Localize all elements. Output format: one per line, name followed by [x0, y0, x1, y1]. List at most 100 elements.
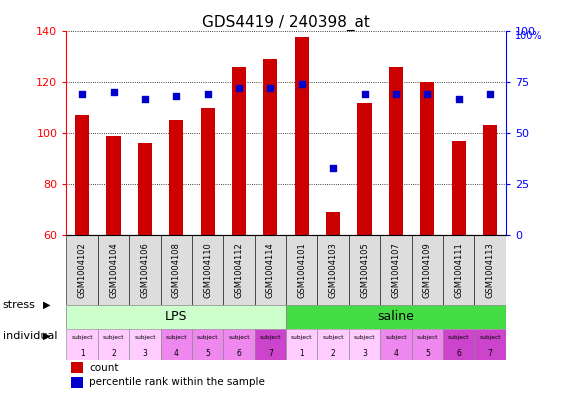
- Bar: [412, 329, 443, 360]
- Text: 5: 5: [425, 349, 430, 358]
- Bar: [66, 305, 286, 329]
- Text: GSM1004101: GSM1004101: [297, 242, 306, 298]
- Text: subject: subject: [197, 335, 218, 340]
- Text: 1: 1: [299, 349, 304, 358]
- Bar: [66, 235, 98, 305]
- Bar: [129, 235, 161, 305]
- Bar: [255, 235, 286, 305]
- Text: GSM1004109: GSM1004109: [423, 242, 432, 298]
- Bar: [129, 329, 161, 360]
- Bar: [420, 82, 435, 235]
- Text: GSM1004104: GSM1004104: [109, 242, 118, 298]
- Text: subject: subject: [165, 335, 187, 340]
- Point: [77, 91, 87, 97]
- Bar: [286, 305, 506, 329]
- Text: count: count: [90, 363, 119, 373]
- Text: 7: 7: [268, 349, 273, 358]
- Bar: [71, 362, 83, 373]
- Point: [203, 91, 212, 97]
- Text: GSM1004106: GSM1004106: [140, 242, 149, 298]
- Text: percentile rank within the sample: percentile rank within the sample: [90, 377, 265, 387]
- Point: [140, 95, 150, 102]
- Text: GSM1004107: GSM1004107: [391, 242, 401, 298]
- Bar: [483, 125, 497, 235]
- Bar: [98, 235, 129, 305]
- Text: GSM1004103: GSM1004103: [329, 242, 338, 298]
- Bar: [443, 235, 475, 305]
- Text: subject: subject: [448, 335, 469, 340]
- Text: 3: 3: [142, 349, 147, 358]
- Text: 7: 7: [488, 349, 492, 358]
- Bar: [75, 115, 89, 235]
- Text: subject: subject: [103, 335, 124, 340]
- Bar: [66, 329, 98, 360]
- Bar: [169, 120, 183, 235]
- Point: [454, 95, 464, 102]
- Text: subject: subject: [228, 335, 250, 340]
- Text: subject: subject: [354, 335, 375, 340]
- Bar: [443, 329, 475, 360]
- Text: subject: subject: [291, 335, 313, 340]
- Bar: [380, 235, 412, 305]
- Text: 1: 1: [80, 349, 84, 358]
- Bar: [380, 329, 412, 360]
- Point: [391, 91, 401, 97]
- Text: GSM1004110: GSM1004110: [203, 242, 212, 298]
- Text: 5: 5: [205, 349, 210, 358]
- Bar: [232, 67, 246, 235]
- Text: ▶: ▶: [43, 331, 51, 341]
- Bar: [389, 67, 403, 235]
- Text: 100%: 100%: [514, 31, 542, 41]
- Title: GDS4419 / 240398_at: GDS4419 / 240398_at: [202, 15, 370, 31]
- Bar: [161, 329, 192, 360]
- Text: 6: 6: [236, 349, 242, 358]
- Bar: [295, 37, 309, 235]
- Bar: [317, 329, 349, 360]
- Text: subject: subject: [134, 335, 155, 340]
- Text: GSM1004113: GSM1004113: [486, 242, 495, 298]
- Text: individual: individual: [3, 331, 57, 341]
- Point: [172, 94, 181, 100]
- Text: GSM1004114: GSM1004114: [266, 242, 275, 298]
- Text: subject: subject: [323, 335, 344, 340]
- Text: 4: 4: [174, 349, 179, 358]
- Point: [297, 81, 306, 87]
- Text: subject: subject: [417, 335, 438, 340]
- Point: [109, 89, 118, 95]
- Bar: [349, 235, 380, 305]
- Text: GSM1004108: GSM1004108: [172, 242, 181, 298]
- Text: subject: subject: [479, 335, 501, 340]
- Bar: [223, 235, 255, 305]
- Bar: [98, 329, 129, 360]
- Text: GSM1004112: GSM1004112: [235, 242, 243, 298]
- Bar: [138, 143, 152, 235]
- Text: 3: 3: [362, 349, 367, 358]
- Bar: [223, 329, 255, 360]
- Text: subject: subject: [72, 335, 93, 340]
- Bar: [286, 235, 317, 305]
- Bar: [255, 329, 286, 360]
- Text: GSM1004105: GSM1004105: [360, 242, 369, 298]
- Text: 2: 2: [331, 349, 336, 358]
- Text: ▶: ▶: [43, 299, 51, 310]
- Text: saline: saline: [377, 310, 414, 323]
- Bar: [201, 108, 214, 235]
- Point: [328, 165, 338, 171]
- Text: subject: subject: [260, 335, 281, 340]
- Text: LPS: LPS: [165, 310, 187, 323]
- Text: GSM1004102: GSM1004102: [77, 242, 87, 298]
- Point: [423, 91, 432, 97]
- Bar: [192, 235, 223, 305]
- Text: GSM1004111: GSM1004111: [454, 242, 463, 298]
- Bar: [451, 141, 466, 235]
- Point: [486, 91, 495, 97]
- Bar: [357, 103, 372, 235]
- Bar: [326, 212, 340, 235]
- Text: 2: 2: [111, 349, 116, 358]
- Bar: [161, 235, 192, 305]
- Bar: [475, 329, 506, 360]
- Bar: [264, 59, 277, 235]
- Text: subject: subject: [385, 335, 407, 340]
- Bar: [412, 235, 443, 305]
- Bar: [317, 235, 349, 305]
